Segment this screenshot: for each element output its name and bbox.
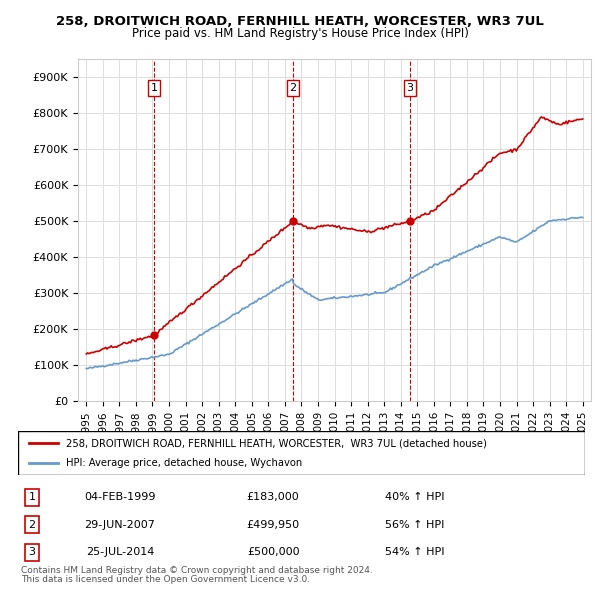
Text: 25-JUL-2014: 25-JUL-2014 xyxy=(86,547,154,557)
Text: 3: 3 xyxy=(406,83,413,93)
Text: 1: 1 xyxy=(29,492,35,502)
Text: 56% ↑ HPI: 56% ↑ HPI xyxy=(385,520,445,530)
FancyBboxPatch shape xyxy=(18,431,585,475)
Text: 04-FEB-1999: 04-FEB-1999 xyxy=(85,492,156,502)
Text: £183,000: £183,000 xyxy=(247,492,299,502)
Text: 258, DROITWICH ROAD, FERNHILL HEATH, WORCESTER,  WR3 7UL (detached house): 258, DROITWICH ROAD, FERNHILL HEATH, WOR… xyxy=(66,438,487,448)
Text: 258, DROITWICH ROAD, FERNHILL HEATH, WORCESTER, WR3 7UL: 258, DROITWICH ROAD, FERNHILL HEATH, WOR… xyxy=(56,15,544,28)
Text: £499,950: £499,950 xyxy=(247,520,300,530)
Text: 3: 3 xyxy=(29,547,35,557)
Text: 40% ↑ HPI: 40% ↑ HPI xyxy=(385,492,445,502)
Text: £500,000: £500,000 xyxy=(247,547,299,557)
Text: 2: 2 xyxy=(289,83,296,93)
Text: Contains HM Land Registry data © Crown copyright and database right 2024.: Contains HM Land Registry data © Crown c… xyxy=(21,566,373,575)
Text: 29-JUN-2007: 29-JUN-2007 xyxy=(85,520,155,530)
Text: 2: 2 xyxy=(29,520,36,530)
Text: Price paid vs. HM Land Registry's House Price Index (HPI): Price paid vs. HM Land Registry's House … xyxy=(131,27,469,40)
Text: HPI: Average price, detached house, Wychavon: HPI: Average price, detached house, Wych… xyxy=(66,458,302,467)
Text: 1: 1 xyxy=(151,83,157,93)
Text: 54% ↑ HPI: 54% ↑ HPI xyxy=(385,547,445,557)
Text: This data is licensed under the Open Government Licence v3.0.: This data is licensed under the Open Gov… xyxy=(21,575,310,584)
